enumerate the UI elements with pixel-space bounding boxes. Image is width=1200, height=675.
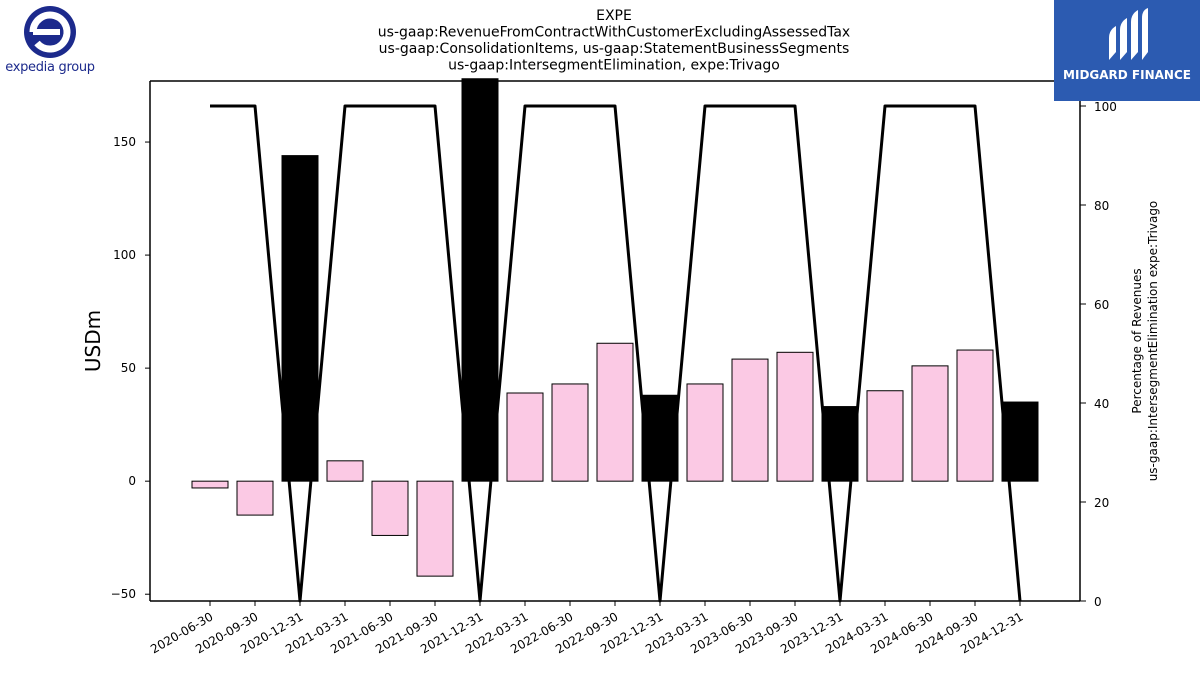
y-tick-label: 0 xyxy=(128,474,136,488)
y-axis-title: USDm xyxy=(81,310,105,372)
bar xyxy=(776,351,814,482)
y2-tick-label: 100 xyxy=(1094,100,1117,114)
chart-title-line: us-gaap:IntersegmentElimination, expe:Tr… xyxy=(448,58,780,74)
bar xyxy=(371,480,409,536)
bar xyxy=(866,390,904,482)
y2-tick-label: 20 xyxy=(1094,496,1109,510)
bar xyxy=(911,365,949,482)
y2-axis-title-line: us-gaap:IntersegmentElimination expe:Tri… xyxy=(1146,201,1160,482)
midgard-m-icon xyxy=(1109,8,1148,60)
bar xyxy=(956,349,994,482)
chart-title-line: us-gaap:ConsolidationItems, us-gaap:Stat… xyxy=(379,41,850,57)
bar xyxy=(281,155,319,482)
line-series xyxy=(210,104,1022,603)
expedia-e-icon xyxy=(24,6,76,58)
bar xyxy=(686,383,724,482)
chart-title-line: EXPE xyxy=(596,8,632,24)
x-axis: 2020-06-302020-09-302020-12-312021-03-31… xyxy=(148,601,1026,656)
bar xyxy=(191,480,229,489)
y2-tick-label: 40 xyxy=(1094,397,1109,411)
y2-tick-label: 0 xyxy=(1094,595,1102,609)
expedia-logo xyxy=(2,4,98,80)
y2-tick-label: 80 xyxy=(1094,199,1109,213)
bar-series xyxy=(191,78,1039,577)
midgard-finance-logo: MIDGARD FINANCE xyxy=(1054,0,1200,101)
axis-titles: USDm Percentage of Revenues us-gaap:Inters… xyxy=(81,201,1160,482)
chart-title-line: us-gaap:RevenueFromContractWithCustomerE… xyxy=(378,25,850,41)
bar xyxy=(551,383,589,482)
bar xyxy=(596,342,634,482)
midgard-logo-text: MIDGARD FINANCE xyxy=(1063,68,1191,82)
y-axis-right: 0 20 40 60 80 100 xyxy=(1080,100,1117,609)
bar xyxy=(416,480,454,577)
bar xyxy=(236,480,274,516)
y-tick-label: 150 xyxy=(113,135,136,149)
y-tick-label: 100 xyxy=(113,248,136,262)
bar xyxy=(506,392,544,482)
y-tick-label: −50 xyxy=(111,587,136,601)
line-path xyxy=(210,104,1022,603)
bar xyxy=(461,78,499,482)
y2-axis-title-line: Percentage of Revenues xyxy=(1130,268,1144,413)
y2-tick-label: 60 xyxy=(1094,298,1109,312)
bar xyxy=(326,460,364,482)
y-tick-label: 50 xyxy=(121,361,136,375)
expedia-logo-text: expedia group xyxy=(5,60,95,75)
bar xyxy=(731,358,769,482)
chart-title: EXPEus-gaap:RevenueFromContractWithCusto… xyxy=(378,8,850,74)
y-axis-left: −50 0 50 100 150 xyxy=(111,135,150,601)
